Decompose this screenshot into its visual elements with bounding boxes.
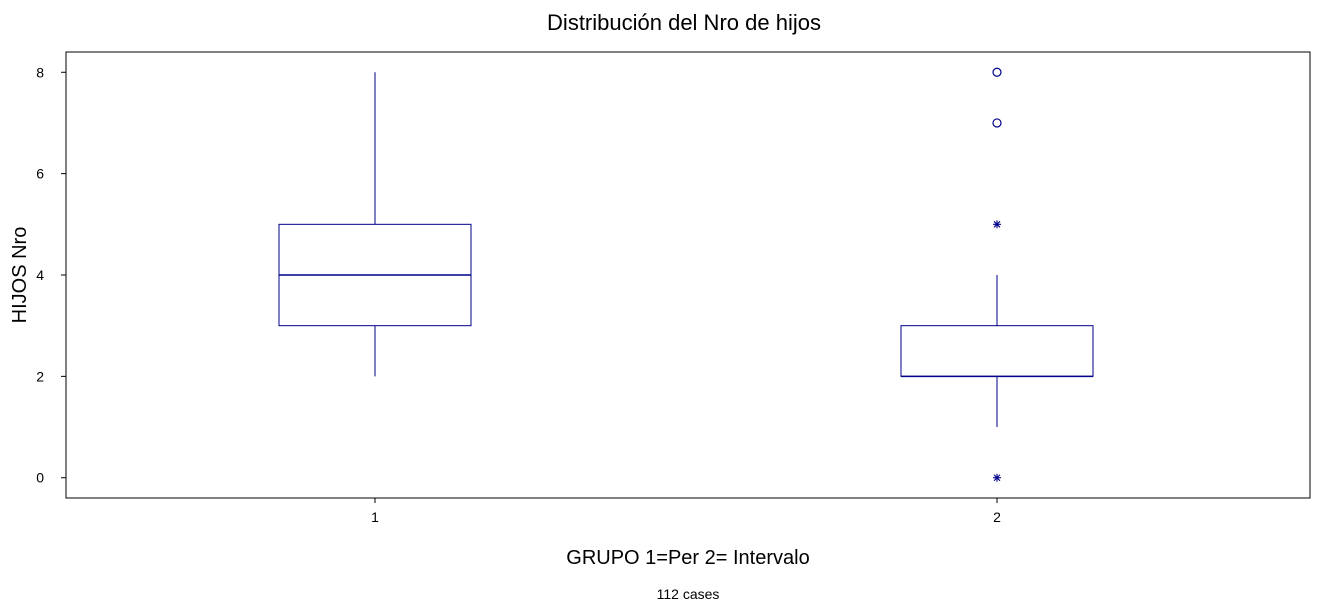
y-tick-label: 8 [36,64,44,80]
outlier-point [992,67,1002,77]
chart-title: Distribución del Nro de hijos [547,10,821,35]
plot-frame [65,51,1311,499]
extreme-point [993,220,1001,229]
outlier-point [992,118,1002,128]
x-tick-label: 2 [993,509,1001,525]
x-axis-label: GRUPO 1=Per 2= Intervalo [566,547,809,569]
extreme-point-stroke [993,220,1001,228]
y-tick-label: 2 [36,368,44,384]
iqr-box [900,325,1094,377]
cases-footnote: 112 cases [657,586,720,602]
extreme-point-stroke [993,474,1001,482]
y-axis-label: HIJOS Nro [9,227,31,324]
box-series [278,67,1094,482]
box-group-2 [900,67,1094,482]
x-tick-label: 1 [371,509,379,525]
y-tick-label: 4 [36,267,44,283]
extreme-point [993,473,1001,482]
y-tick-label: 6 [36,166,44,182]
y-axis-ticks: 0 2 4 6 8 [36,64,66,486]
y-tick-label: 0 [36,470,44,486]
box-group-1 [278,72,472,377]
